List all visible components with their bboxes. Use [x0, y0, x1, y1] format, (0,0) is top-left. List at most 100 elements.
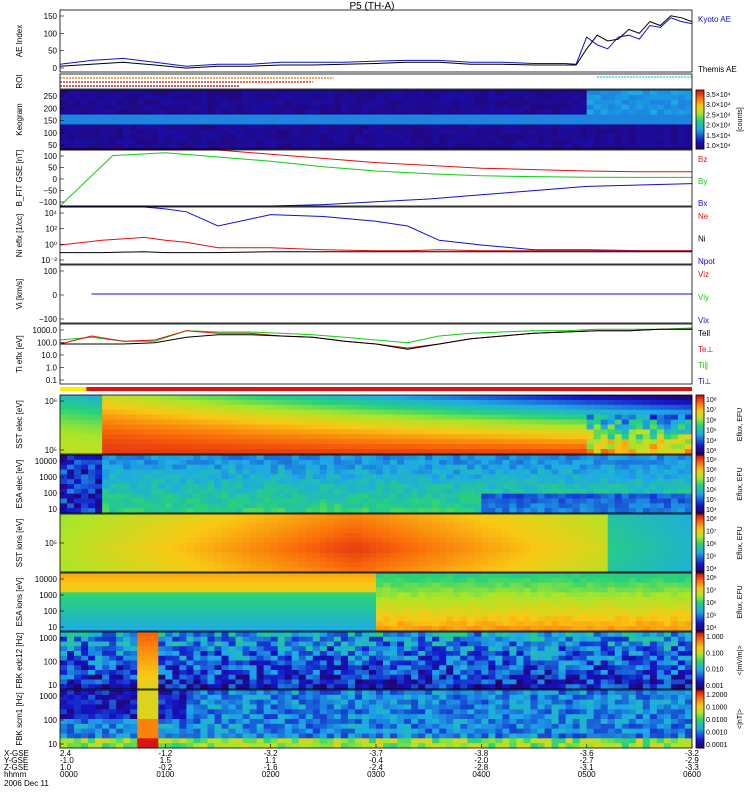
heatmap-cell-esa_i — [263, 587, 272, 593]
heatmap-cell-sst_e — [593, 395, 602, 401]
heatmap-cell-keogram — [537, 124, 545, 130]
heatmap-cell-esa_e — [214, 455, 222, 461]
heatmap-cell-sst_e — [326, 409, 335, 416]
heatmap-cell-sst_e — [67, 414, 75, 420]
heatmap-cell-sst_i — [354, 547, 363, 554]
heatmap-cell-keogram — [579, 134, 588, 140]
heatmap-cell-keogram — [474, 119, 482, 125]
heatmap-cell-sst_i — [404, 562, 412, 568]
heatmap-cell-esa_e — [130, 498, 138, 504]
heatmap-cell-keogram — [642, 119, 651, 125]
heatmap-cell-sst_i — [663, 543, 672, 549]
heatmap-cell-sst_i — [74, 514, 82, 520]
heatmap-cell-esa_e — [663, 459, 672, 466]
heatmap-cell-keogram — [516, 109, 524, 115]
heatmap-cell-esa_e — [439, 484, 447, 490]
heatmap-cell-keogram — [60, 104, 68, 111]
heatmap-cell-esa_e — [228, 464, 236, 470]
heatmap-cell-esa_e — [277, 464, 286, 470]
heatmap-cell-keogram — [607, 99, 616, 106]
heatmap-cell-sst_i — [221, 533, 229, 539]
heatmap-cell-esa_e — [137, 508, 145, 514]
heatmap-cell-sst_e — [277, 434, 286, 440]
heatmap-cell-sst_i — [446, 518, 454, 525]
heatmap-cell-sst_e — [179, 424, 187, 430]
heatmap-cell-sst_e — [684, 439, 693, 445]
ytick-ae: 100 — [44, 29, 58, 38]
heatmap-cell-sst_i — [593, 547, 602, 554]
heatmap-cell-esa_e — [186, 488, 194, 495]
heatmap-cell-esa_e — [425, 488, 433, 495]
heatmap-cell-keogram — [88, 94, 96, 101]
heatmap-cell-keogram — [144, 119, 152, 125]
heatmap-cell-sst_i — [551, 552, 559, 558]
heatmap-cell-keogram — [502, 119, 510, 125]
heatmap-cell-esa_i — [277, 582, 286, 588]
heatmap-cell-esa_e — [130, 464, 138, 470]
colorbar-tick-keogram: 2.5×10⁴ — [706, 112, 731, 119]
heatmap-cell-esa_i — [214, 582, 222, 588]
heatmap-cell-esa_e — [256, 508, 265, 514]
ytick-keogram: 200 — [44, 104, 58, 113]
heatmap-cell-keogram — [446, 124, 454, 130]
heatmap-cell-keogram — [670, 134, 679, 140]
heatmap-cell-sst_i — [151, 514, 159, 520]
heatmap-cell-keogram — [361, 144, 370, 150]
heatmap-cell-esa_e — [179, 508, 187, 514]
heatmap-cell-esa_e — [249, 469, 258, 475]
heatmap-cell-esa_e — [537, 474, 545, 480]
heatmap-cell-keogram — [291, 94, 300, 101]
heatmap-cell-esa_e — [509, 488, 517, 495]
heatmap-cell-sst_i — [263, 538, 272, 544]
heatmap-cell-esa_e — [137, 474, 145, 480]
heatmap-cell-keogram — [628, 109, 637, 115]
heatmap-cell-esa_e — [270, 479, 279, 485]
heatmap-cell-sst_i — [340, 562, 349, 568]
heatmap-cell-sst_e — [642, 424, 651, 430]
heatmap-cell-esa_i — [130, 626, 138, 632]
ytick-bfield: 100 — [44, 152, 58, 161]
heatmap-cell-esa_e — [193, 455, 201, 461]
colorbar-cell-sst_i — [696, 562, 704, 565]
heatmap-cell-sst_e — [446, 434, 454, 440]
heatmap-cell-esa_e — [228, 459, 236, 466]
heatmap-cell-esa_i — [151, 611, 159, 617]
heatmap-cell-sst_e — [368, 449, 377, 455]
heatmap-cell-sst_e — [361, 395, 370, 401]
heatmap-cell-sst_i — [81, 557, 89, 563]
heatmap-cell-sst_i — [642, 533, 651, 539]
heatmap-cell-sst_i — [684, 562, 693, 568]
heatmap-cell-sst_i — [368, 538, 377, 544]
heatmap-cell-esa_e — [291, 484, 300, 490]
heatmap-cell-sst_i — [446, 538, 454, 544]
heatmap-cell-esa_e — [235, 469, 243, 475]
heatmap-cell-esa_e — [572, 493, 581, 499]
heatmap-cell-sst_e — [326, 434, 335, 440]
heatmap-cell-sst_i — [193, 538, 201, 544]
heatmap-cell-keogram — [109, 114, 117, 120]
heatmap-cell-sst_e — [628, 449, 637, 455]
heatmap-cell-esa_e — [368, 503, 377, 509]
heatmap-cell-keogram — [572, 94, 581, 101]
heatmap-cell-keogram — [242, 114, 250, 120]
heatmap-cell-sst_e — [390, 434, 398, 440]
heatmap-cell-esa_e — [677, 508, 686, 514]
heatmap-cell-esa_e — [116, 498, 124, 504]
heatmap-cell-sst_e — [481, 409, 489, 416]
heatmap-cell-sst_e — [277, 404, 286, 411]
heatmap-cell-esa_i — [67, 592, 75, 598]
heatmap-cell-sst_i — [404, 538, 412, 544]
heatmap-cell-sst_e — [326, 399, 335, 406]
heatmap-cell-sst_i — [249, 547, 258, 554]
heatmap-cell-esa_e — [376, 455, 384, 461]
heatmap-cell-esa_e — [579, 474, 588, 480]
heatmap-cell-keogram — [460, 124, 468, 130]
heatmap-cell-esa_i — [221, 621, 229, 627]
heatmap-cell-esa_e — [495, 488, 503, 495]
heatmap-cell-esa_i — [95, 577, 103, 584]
heatmap-cell-esa_i — [81, 611, 89, 617]
heatmap-cell-sst_e — [123, 434, 131, 440]
heatmap-cell-sst_e — [635, 399, 644, 406]
heatmap-cell-esa_i — [130, 573, 138, 579]
heatmap-cell-keogram — [600, 114, 609, 120]
